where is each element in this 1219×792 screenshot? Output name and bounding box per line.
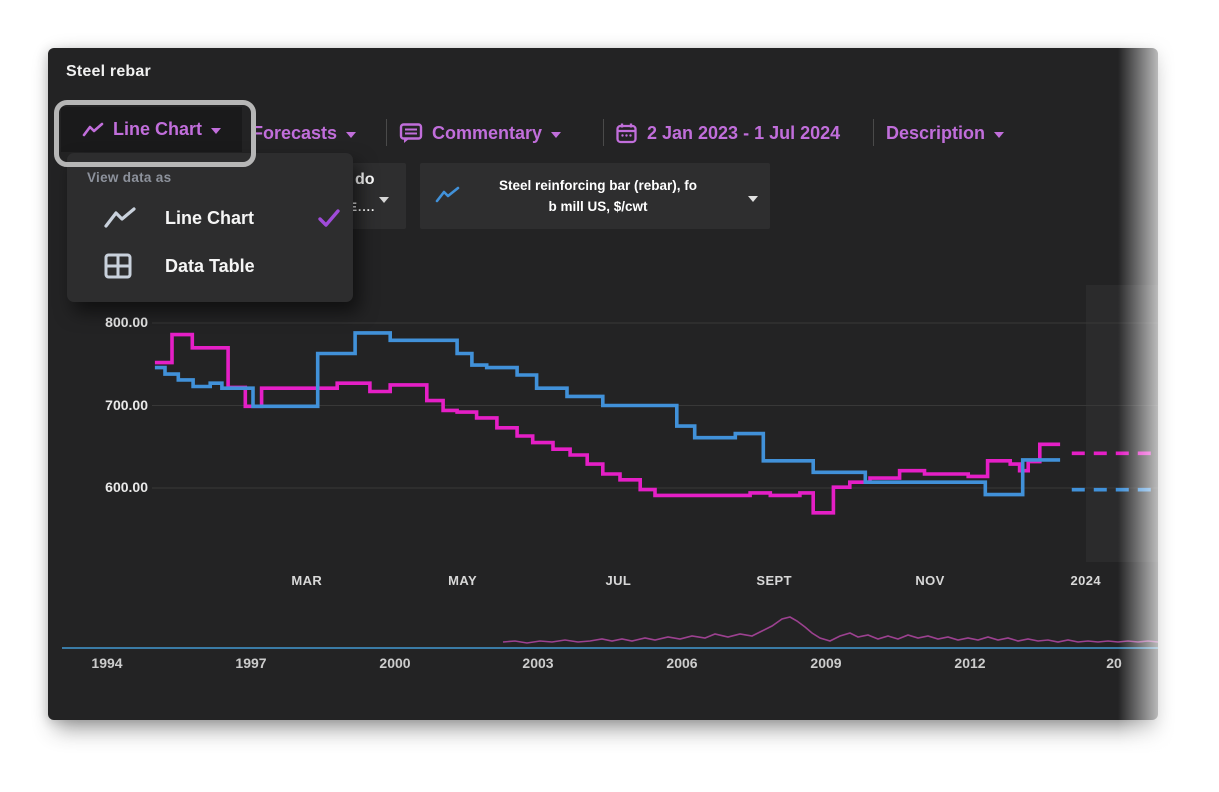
chevron-down-icon bbox=[379, 197, 389, 203]
legend-chip2-line2: b mill US, $/cwt bbox=[548, 199, 648, 214]
legend-chip2-line1: Steel reinforcing bar (rebar), fo bbox=[498, 178, 698, 193]
series-line bbox=[154, 332, 1061, 515]
chevron-down-icon bbox=[551, 131, 562, 138]
navigator-year-label: 2009 bbox=[810, 655, 842, 671]
navigator-year-label: 2012 bbox=[954, 655, 986, 671]
navigator-year-label: 20 bbox=[1106, 655, 1122, 671]
x-axis-label: NOV bbox=[915, 573, 945, 588]
view-data-as-menu: View data as Line Chart Data Table bbox=[67, 153, 353, 302]
forecasts-button[interactable]: Forecasts bbox=[252, 112, 357, 154]
navigator-year-label: 1994 bbox=[91, 655, 123, 671]
calendar-icon bbox=[616, 123, 637, 143]
x-axis-label: MAY bbox=[448, 573, 478, 588]
date-range-label: 2 Jan 2023 - 1 Jul 2024 bbox=[647, 122, 841, 143]
chevron-down-icon bbox=[211, 128, 221, 134]
x-axis-label: MAR bbox=[291, 573, 323, 588]
description-button[interactable]: Description bbox=[886, 112, 1005, 154]
commentary-button[interactable]: Commentary bbox=[399, 112, 562, 154]
toolbar-separator bbox=[603, 119, 604, 146]
navigator-year-label: 2006 bbox=[666, 655, 698, 671]
menu-item-label: Data Table bbox=[165, 255, 255, 276]
toolbar-separator bbox=[873, 119, 874, 146]
legend-chip1-fragment: E.... bbox=[349, 200, 376, 214]
data-table-icon bbox=[104, 253, 132, 279]
line-chart-icon bbox=[104, 207, 136, 228]
chevron-down-icon bbox=[748, 196, 758, 202]
menu-item-line-chart[interactable]: Line Chart bbox=[67, 197, 353, 239]
line-chart-view-label: Line Chart bbox=[112, 119, 202, 139]
menu-item-label: Line Chart bbox=[165, 207, 255, 228]
speech-bubble-icon bbox=[399, 122, 423, 143]
description-label: Description bbox=[886, 122, 986, 143]
line-chart-icon bbox=[435, 186, 460, 203]
legend-chip1-fragment: do bbox=[355, 171, 375, 188]
menu-item-data-table[interactable]: Data Table bbox=[67, 245, 353, 287]
date-range-button[interactable]: 2 Jan 2023 - 1 Jul 2024 bbox=[615, 112, 840, 154]
check-icon bbox=[318, 209, 340, 227]
y-axis-label: 800.00 bbox=[105, 314, 148, 330]
x-axis-label: SEPT bbox=[756, 573, 792, 588]
page-title: Steel rebar bbox=[66, 63, 151, 80]
chevron-down-icon bbox=[994, 131, 1005, 138]
navigator-year-label: 2003 bbox=[522, 655, 554, 671]
line-chart-view-button[interactable]: Line Chart bbox=[61, 107, 242, 152]
navigator-year-label: 1997 bbox=[235, 655, 267, 671]
forecasts-label: Forecasts bbox=[252, 122, 338, 143]
legend-chip-series-2[interactable]: Steel reinforcing bar (rebar), fo b mill… bbox=[420, 163, 770, 229]
navigator-year-label: 2000 bbox=[379, 655, 411, 671]
chevron-down-icon bbox=[346, 131, 357, 138]
line-chart-icon bbox=[82, 122, 104, 136]
menu-header: View data as bbox=[87, 170, 172, 185]
commentary-label: Commentary bbox=[432, 122, 543, 143]
toolbar-separator bbox=[386, 119, 387, 146]
legend-chip2-label: Steel reinforcing bar (rebar), fo b mill… bbox=[460, 175, 736, 217]
x-axis-label: JUL bbox=[605, 573, 632, 588]
navigator-sparkline bbox=[502, 616, 1159, 644]
y-axis-label: 700.00 bbox=[105, 396, 148, 413]
series-line bbox=[154, 331, 1061, 497]
y-axis-label: 600.00 bbox=[105, 479, 148, 495]
x-axis-label: 2024 bbox=[1070, 573, 1102, 588]
